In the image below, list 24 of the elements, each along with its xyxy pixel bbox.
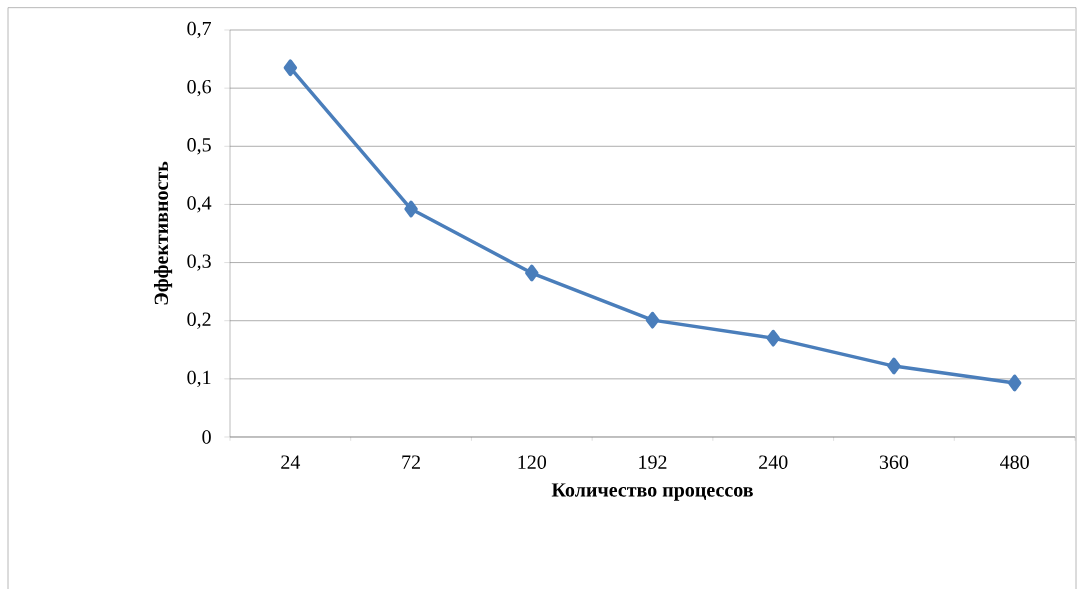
- point: [283, 59, 298, 77]
- y-tick-label: 0,5: [187, 138, 211, 155]
- x-tick-label: 192: [639, 455, 667, 469]
- x-tick-label: 240: [759, 455, 788, 469]
- point: [1007, 374, 1022, 392]
- point: [766, 329, 780, 347]
- x-tick-label: 120: [518, 455, 547, 469]
- y-tick-label: 0,1: [187, 370, 211, 388]
- y-tick-label: 0,6: [187, 79, 212, 97]
- x-tick-label: 360: [879, 455, 909, 469]
- point: [404, 200, 418, 218]
- y-tick-label: 0,4: [187, 196, 212, 213]
- x-tick-label: 72: [402, 455, 420, 469]
- y-tick-label: 0: [202, 430, 211, 444]
- y-tick-label: 0,2: [187, 312, 211, 329]
- x-tick-label: 480: [1000, 455, 1029, 469]
- y-axis-title: Эффективность: [153, 161, 173, 305]
- x-tick-label: 24: [281, 455, 301, 469]
- y-tick-label: 0,3: [187, 254, 211, 271]
- point: [887, 357, 901, 375]
- y-tick-label: 0,7: [187, 21, 212, 39]
- x-axis-title: Количество процессов: [551, 483, 753, 501]
- point: [645, 311, 660, 329]
- point: [525, 264, 539, 282]
